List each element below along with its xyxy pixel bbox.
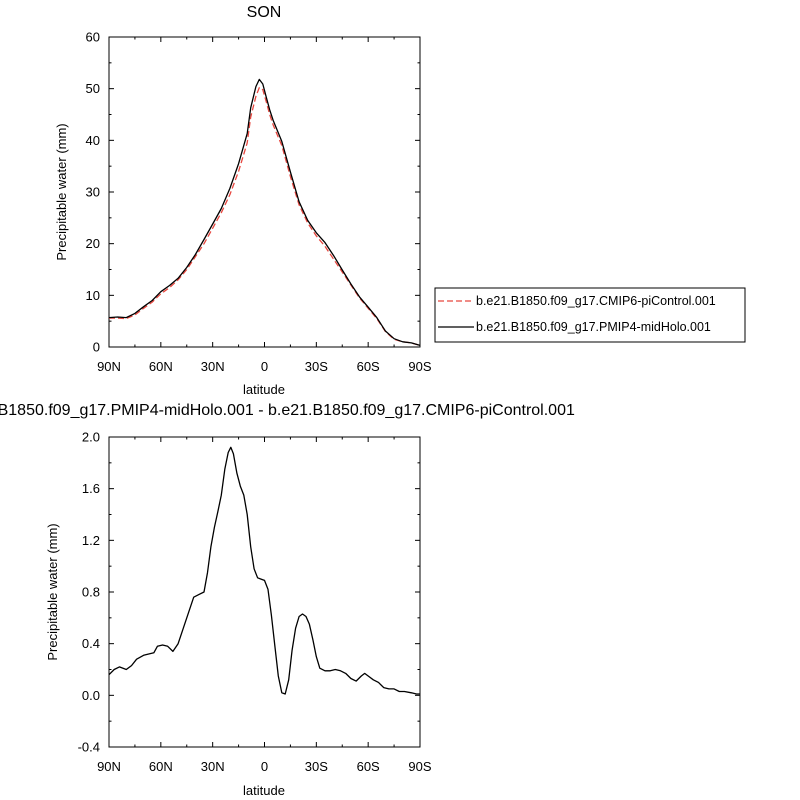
bottom-chart-title: b.e21.B1850.f09_g17.PMIP4-midHolo.001 - … xyxy=(0,402,575,419)
bottom-ytick-label: 0.0 xyxy=(82,688,100,703)
top-ytick-label: 0 xyxy=(93,340,100,355)
bottom-ytick-label: 1.2 xyxy=(82,533,100,548)
top-chart-ylabel: Precipitable water (mm) xyxy=(54,123,69,260)
top-chart-xlabel: latitude xyxy=(243,382,285,397)
top-plot-frame xyxy=(108,36,421,348)
bottom-xtick-label: 90S xyxy=(408,759,431,774)
legend-label-picontrol: b.e21.B1850.f09_g17.CMIP6-piControl.001 xyxy=(476,294,716,308)
top-xtick-label: 90N xyxy=(97,359,121,374)
bottom-ytick-label: 0.8 xyxy=(82,585,100,600)
bottom-ytick-label: -0.4 xyxy=(78,740,100,755)
bottom-ytick-label: 0.4 xyxy=(82,636,100,651)
top-chart-legend: b.e21.B1850.f09_g17.CMIP6-piControl.001 … xyxy=(434,287,746,343)
bottom-plot-frame xyxy=(108,436,421,748)
top-ytick-label: 20 xyxy=(86,236,100,251)
top-ytick-label: 50 xyxy=(86,81,100,96)
bottom-xtick-label: 30N xyxy=(201,759,225,774)
bottom-xtick-label: 30S xyxy=(305,759,328,774)
top-ytick-label: 40 xyxy=(86,133,100,148)
top-xtick-label: 90S xyxy=(408,359,431,374)
bottom-series-line-0 xyxy=(108,446,420,695)
legend-box xyxy=(434,287,746,343)
bottom-axis-ticks: 90N 60N 30N 0 30S 60S 90S -0.4 0.0 0.4 0.8 1.2 1.6 2.… xyxy=(78,430,432,775)
top-series-line-0 xyxy=(109,86,421,347)
bottom-chart-ylabel: Precipitable water (mm) xyxy=(45,523,60,660)
top-xtick-label: 0 xyxy=(261,359,268,374)
bottom-xtick-label: 60N xyxy=(149,759,173,774)
bottom-chart: b.e21.B1850.f09_g17.PMIP4-midHolo.001 - … xyxy=(0,402,575,798)
bottom-xtick-label: 60S xyxy=(357,759,380,774)
top-series-lines xyxy=(108,78,421,347)
bottom-ytick-label: 1.6 xyxy=(82,481,100,496)
bottom-ytick-label: 2.0 xyxy=(82,430,100,445)
top-xtick-label: 60N xyxy=(149,359,173,374)
bottom-chart-xlabel: latitude xyxy=(243,783,285,798)
bottom-series-lines xyxy=(108,446,420,695)
top-chart: SON 90N 60N 30N 0 30S 60S 90S 0 10 20 30 40 50 60 lat… xyxy=(54,4,746,397)
bottom-xtick-label: 90N xyxy=(97,759,121,774)
top-axis-ticks: 90N 60N 30N 0 30S 60S 90S 0 10 20 30 40 50 60 xyxy=(86,30,432,375)
top-xtick-label: 60S xyxy=(357,359,380,374)
top-xtick-label: 30N xyxy=(201,359,225,374)
legend-label-midholo: b.e21.B1850.f09_g17.PMIP4-midHolo.001 xyxy=(476,320,711,334)
top-chart-title: SON xyxy=(247,4,282,21)
top-ytick-label: 30 xyxy=(86,185,100,200)
bottom-xtick-label: 0 xyxy=(261,759,268,774)
top-xtick-label: 30S xyxy=(305,359,328,374)
top-series-line-1 xyxy=(108,78,421,347)
top-ytick-label: 60 xyxy=(86,30,100,45)
top-ytick-label: 10 xyxy=(86,288,100,303)
